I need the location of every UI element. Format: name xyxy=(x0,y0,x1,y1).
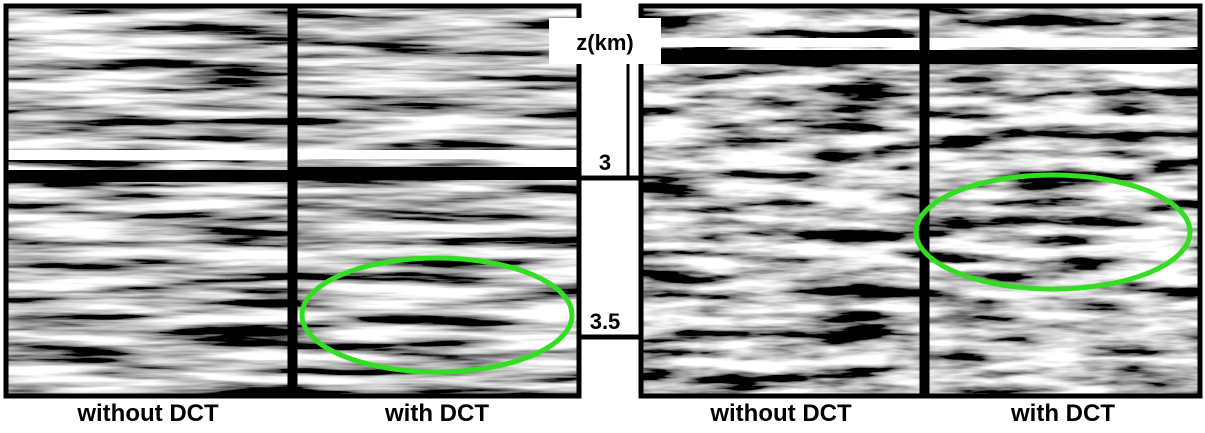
panel-border xyxy=(638,3,925,399)
reflector xyxy=(929,50,1198,64)
seismic-image xyxy=(6,6,290,396)
panel-border xyxy=(924,3,1203,399)
reflector xyxy=(929,38,1198,47)
panel-border xyxy=(3,3,293,399)
panel-2 xyxy=(292,3,582,399)
reflector xyxy=(297,150,577,159)
axis-label: z(km) xyxy=(576,30,633,55)
depth-axis: z(km) 3 3.5 xyxy=(549,6,661,396)
panel-3 xyxy=(638,3,925,399)
panel-4 xyxy=(913,3,1203,399)
reflector xyxy=(643,38,920,47)
highlight-ellipse xyxy=(299,255,575,375)
reflector xyxy=(643,50,920,64)
panel-caption: with DCT xyxy=(384,400,489,427)
highlight-ellipse xyxy=(913,172,1193,292)
reflector xyxy=(8,150,288,160)
seismic-image xyxy=(295,6,579,396)
reflector xyxy=(297,167,577,180)
panel-caption: without DCT xyxy=(76,400,219,427)
panel-1 xyxy=(3,3,293,399)
reflector xyxy=(8,170,288,182)
tick-label: 3.5 xyxy=(590,309,621,334)
panel-caption: with DCT xyxy=(1010,400,1115,427)
seismic-image xyxy=(927,6,1200,396)
panel-border xyxy=(292,3,582,399)
panel-caption: without DCT xyxy=(709,400,852,427)
axis-label-box xyxy=(549,18,661,64)
seismic-image xyxy=(641,6,922,396)
tick-label: 3 xyxy=(599,150,611,175)
